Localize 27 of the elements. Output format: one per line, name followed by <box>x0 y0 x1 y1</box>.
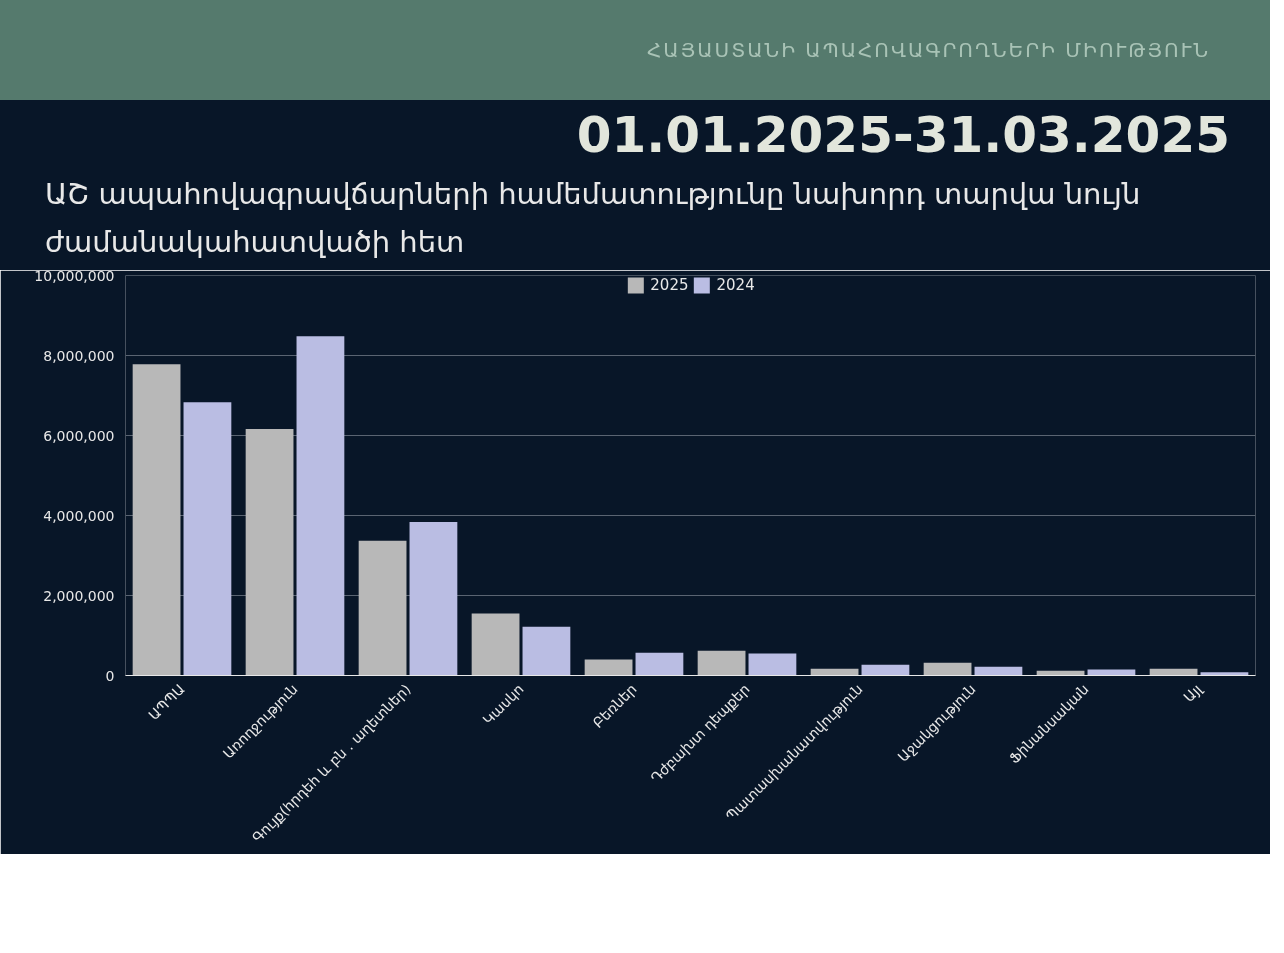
bar <box>183 402 232 676</box>
bar <box>409 521 458 676</box>
y-tick-label: 10,000,000 <box>34 267 115 284</box>
bar <box>358 540 407 676</box>
bar <box>296 336 345 676</box>
y-tick-label: 2,000,000 <box>43 587 115 604</box>
bar <box>923 662 972 676</box>
legend-label: 2025 <box>650 276 689 294</box>
bar <box>697 650 746 676</box>
bar <box>1200 672 1249 676</box>
bar <box>748 653 797 676</box>
chart-subtitle: 01.01.2025-31.03.2025 <box>576 105 1230 166</box>
bar <box>584 659 633 676</box>
legend-label: 2024 <box>716 276 755 294</box>
text: ՀԱՅԱՍՏԱՆԻ ԱՊԱՀՈՎԱԳՐՈՂՆԵՐԻ ՄԻՈՒԹՅՈՒՆ <box>647 36 1210 64</box>
y-tick-label: 8,000,000 <box>43 347 115 364</box>
bar <box>522 626 571 676</box>
bar <box>861 664 910 676</box>
y-tick-label: 4,000,000 <box>43 507 115 524</box>
bar <box>245 429 294 676</box>
x-tick-label: Այլ <box>1180 680 1206 706</box>
bar <box>132 364 181 676</box>
chart-title: ԱՇ ապահովագրավճարների համեմատությունը նախորդ տարվա նույն ժամանակահատվածի հետ <box>45 176 1142 261</box>
bar <box>471 613 520 676</box>
bar <box>635 652 684 676</box>
y-tick-label: 0 <box>105 667 115 684</box>
y-tick-label: 6,000,000 <box>43 427 115 444</box>
